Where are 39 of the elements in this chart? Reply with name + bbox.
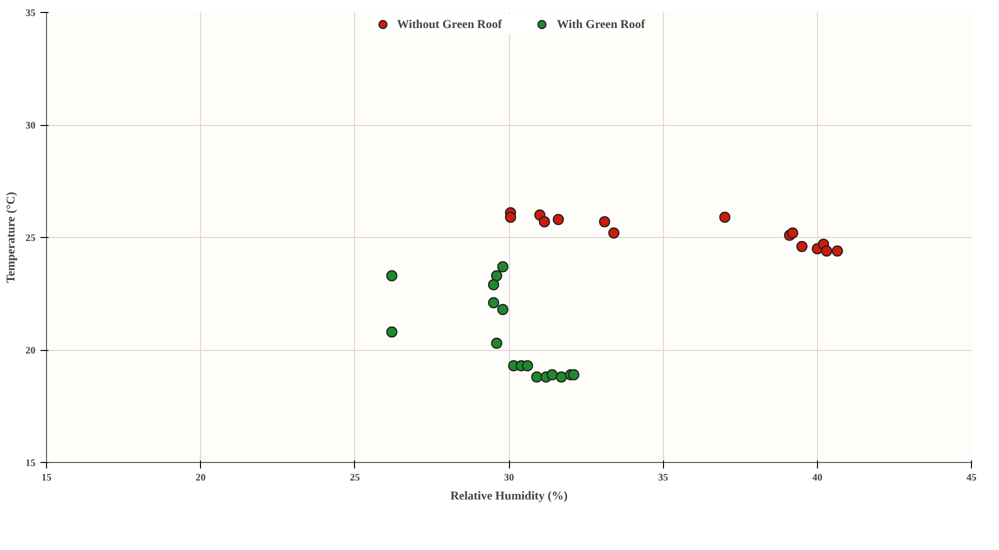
point (488, 297, 500, 308)
point (491, 270, 502, 282)
y-tick-label: 30 (26, 120, 36, 132)
point (488, 279, 500, 290)
point (598, 216, 610, 228)
point (538, 216, 550, 228)
point (552, 214, 564, 226)
point (504, 212, 516, 223)
y-tick-label: 15 (26, 458, 36, 469)
x-tick-label: 20 (196, 472, 206, 484)
point (497, 304, 508, 316)
x-tick-label: 15 (42, 472, 52, 484)
y-tick-label: 35 (26, 8, 36, 19)
point (796, 240, 808, 252)
point (556, 371, 568, 383)
point (386, 326, 398, 338)
x-tick-label: 25 (350, 472, 360, 484)
y-axis-title: Temperature (°C) (4, 192, 18, 284)
point (522, 360, 534, 372)
point (497, 261, 508, 272)
legend-label: With Green Roof (556, 16, 646, 32)
point (546, 369, 558, 380)
point (386, 270, 398, 282)
x-tick-label: 35 (658, 472, 668, 484)
point (568, 369, 580, 380)
y-tick-label: 25 (26, 233, 36, 244)
x-axis-title: Relative Humidity (%) (450, 488, 568, 502)
point (491, 338, 502, 349)
point (832, 245, 843, 257)
legend-label: Without Green Roof (396, 16, 502, 32)
point (531, 371, 542, 383)
point (787, 227, 798, 239)
x-tick-label: 40 (812, 472, 822, 484)
y-tick-label: 20 (26, 346, 36, 356)
point (719, 212, 730, 223)
point (608, 227, 620, 239)
x-tick-label: 45 (966, 472, 976, 484)
point (820, 245, 832, 257)
x-tick-label: 30 (504, 472, 514, 484)
